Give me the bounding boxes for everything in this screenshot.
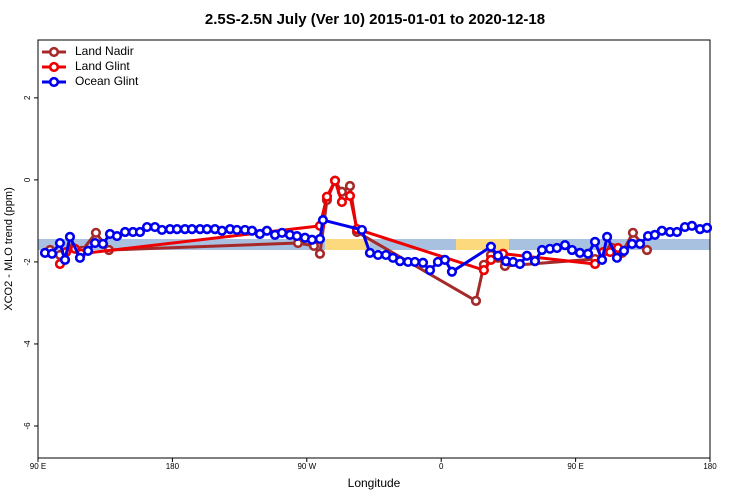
data-point — [201, 224, 213, 235]
data-point — [356, 224, 368, 236]
data-point — [409, 256, 421, 268]
plot-frame — [37, 39, 711, 459]
data-point — [485, 241, 497, 252]
data-point — [216, 225, 228, 236]
data-point — [618, 245, 630, 256]
data-point — [276, 227, 288, 238]
data-point — [602, 231, 613, 242]
data-point — [641, 244, 653, 256]
data-point — [566, 244, 578, 256]
data-point — [317, 214, 329, 226]
legend-marker — [48, 46, 60, 58]
data-point — [46, 248, 58, 259]
data-point — [394, 256, 406, 267]
data-point — [514, 258, 525, 270]
data-point — [261, 225, 273, 236]
data-point — [54, 237, 66, 249]
data-point — [439, 254, 451, 265]
y-tick-label: 2 — [23, 95, 32, 100]
data-point — [291, 230, 303, 242]
x-tick-label: 0 — [439, 462, 444, 471]
legend-label: Land Nadir — [75, 44, 134, 58]
data-point — [649, 229, 660, 240]
x-tick-label: 90 E — [30, 462, 46, 471]
data-point — [478, 265, 490, 276]
legend-marker — [48, 76, 60, 88]
data-point — [551, 242, 563, 254]
data-point — [536, 244, 548, 256]
data-point — [141, 221, 153, 233]
data-point — [656, 225, 668, 236]
data-point — [364, 247, 376, 258]
data-point — [492, 250, 504, 261]
legend-label: Land Glint — [75, 59, 130, 73]
data-point — [611, 252, 623, 263]
x-tick-label: 180 — [166, 462, 180, 471]
data-point — [231, 224, 243, 236]
data-point — [596, 254, 608, 265]
data-point — [306, 234, 318, 245]
surface-band — [38, 239, 710, 250]
data-point — [582, 248, 594, 259]
data-point — [589, 258, 601, 270]
y-tick-label: -6 — [23, 422, 32, 430]
data-point — [171, 224, 183, 235]
y-tick-label: -4 — [23, 340, 32, 348]
data-point — [119, 226, 131, 238]
data-point — [89, 237, 101, 249]
data-point — [701, 222, 713, 233]
data-point — [64, 231, 76, 242]
data-point — [74, 252, 86, 263]
x-tick-label: 90 E — [567, 462, 583, 471]
data-point — [424, 265, 436, 276]
data-point — [186, 224, 198, 235]
data-point — [97, 238, 109, 249]
x-tick-label: 180 — [703, 462, 717, 471]
data-point — [111, 230, 123, 242]
y-axis-label: XCO2 - MLO trend (ppm) — [3, 187, 15, 310]
data-point — [521, 250, 533, 261]
data-point — [336, 196, 347, 208]
y-tick-label: 0 — [23, 177, 32, 182]
data-point — [246, 225, 258, 236]
data-point — [686, 220, 698, 231]
data-point — [344, 180, 356, 192]
data-point — [82, 245, 94, 256]
data-point — [314, 233, 326, 245]
data-point — [156, 224, 168, 236]
data-point — [344, 190, 356, 201]
data-point — [634, 238, 646, 249]
data-point — [529, 256, 541, 267]
data-point — [314, 248, 326, 259]
data-point — [59, 254, 71, 265]
legend-label: Ocean Glint — [75, 74, 139, 88]
data-point — [321, 191, 333, 202]
data-point — [446, 266, 458, 277]
x-axis-label: Longitude — [348, 476, 401, 490]
legend-marker — [48, 61, 60, 73]
data-point — [589, 236, 601, 247]
data-point — [485, 254, 497, 265]
data-point — [329, 175, 341, 186]
y-tick-label: -2 — [23, 258, 32, 266]
data-point — [417, 257, 429, 268]
data-point — [90, 227, 102, 238]
data-point — [134, 226, 146, 238]
data-point — [627, 227, 639, 238]
data-point — [470, 295, 482, 306]
data-point — [574, 247, 586, 258]
data-point — [671, 226, 683, 238]
chart-title: 2.5S-2.5N July (Ver 10) 2015-01-01 to 20… — [205, 11, 545, 28]
data-point — [559, 240, 571, 251]
data-point — [626, 238, 638, 249]
x-tick-label: 90 W — [297, 462, 316, 471]
data-point — [372, 249, 384, 261]
